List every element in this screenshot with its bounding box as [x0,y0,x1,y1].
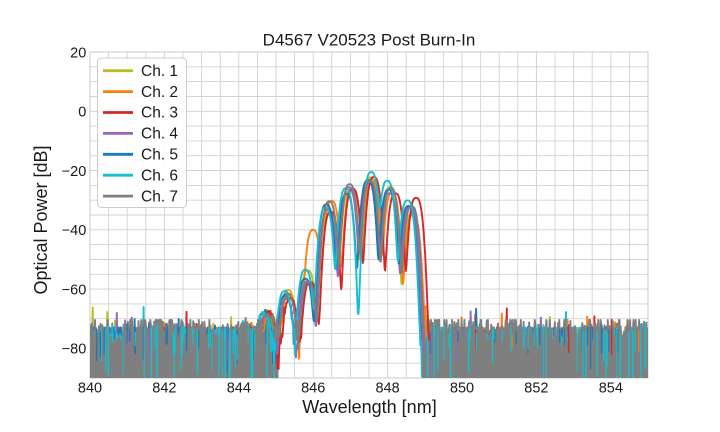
svg-text:Ch. 1: Ch. 1 [141,63,178,80]
svg-text:Optical Power [dB]: Optical Power [dB] [31,145,51,294]
svg-text:−80: −80 [62,342,87,358]
svg-text:Ch. 6: Ch. 6 [141,167,178,184]
svg-text:850: 850 [450,381,474,397]
svg-text:−20: −20 [62,164,87,180]
svg-text:−60: −60 [62,282,87,298]
svg-text:Ch. 5: Ch. 5 [141,147,178,164]
svg-text:842: 842 [152,381,176,397]
svg-text:20: 20 [70,45,86,61]
svg-text:846: 846 [301,381,325,397]
svg-text:Wavelength [nm]: Wavelength [nm] [302,397,436,417]
svg-text:Ch. 3: Ch. 3 [141,105,178,122]
svg-text:840: 840 [78,381,102,397]
svg-text:854: 854 [599,381,623,397]
svg-text:0: 0 [78,105,86,121]
svg-text:852: 852 [524,381,548,397]
svg-text:Ch. 7: Ch. 7 [141,188,178,205]
svg-text:Ch. 4: Ch. 4 [141,126,178,143]
svg-text:Ch. 2: Ch. 2 [141,84,178,101]
svg-text:−40: −40 [62,223,87,239]
svg-text:848: 848 [375,381,399,397]
svg-text:D4567 V20523 Post Burn-In: D4567 V20523 Post Burn-In [263,31,476,50]
svg-text:844: 844 [227,381,251,397]
